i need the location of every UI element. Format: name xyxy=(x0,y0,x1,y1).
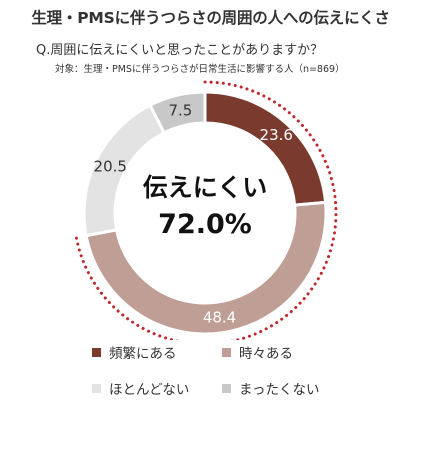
center-value: 72.0% xyxy=(158,209,252,240)
center-label: 伝えにくい xyxy=(143,173,268,202)
legend-item-frequently: 頻繁にある xyxy=(92,342,222,362)
donut-slice-sometimes xyxy=(84,200,328,336)
legend-swatch xyxy=(222,383,231,393)
chart-legend: 頻繁にある 時々ある ほとんどない まったくない xyxy=(92,342,352,398)
legend-item-sometimes: 時々ある xyxy=(222,342,352,362)
legend-label: 頻繁にある xyxy=(109,346,177,362)
legend-swatch xyxy=(92,347,101,357)
legend-item-never: まったくない xyxy=(222,378,352,398)
highlight-dotted-arc xyxy=(74,80,338,340)
slice-value-label-never: 7.5 xyxy=(168,101,192,119)
chart-title: 生理・PMSに伴うつらさの周囲の人への伝えにくさ xyxy=(31,9,390,27)
survey-question: Q.周囲に伝えにくいと思ったことがありますか？ xyxy=(36,43,324,58)
legend-label: ほとんどない xyxy=(109,382,190,398)
legend-item-rarely: ほとんどない xyxy=(92,378,222,398)
slice-value-label-sometimes: 48.4 xyxy=(203,308,236,326)
slice-value-label-rarely: 20.5 xyxy=(94,158,127,176)
donut-chart: 23.6 48.4 20.5 7.5 伝えにくい 72.0% xyxy=(74,80,338,340)
legend-label: 時々ある xyxy=(239,346,293,362)
legend-label: まったくない xyxy=(239,382,320,398)
slice-value-label-frequently: 23.6 xyxy=(260,126,293,144)
survey-target-note: 対象：生理・PMSに伴うつらさが日常生活に影響する人（n=869） xyxy=(55,64,345,75)
legend-swatch xyxy=(222,347,231,357)
legend-swatch xyxy=(92,383,101,393)
donut-slice-never xyxy=(148,90,207,135)
